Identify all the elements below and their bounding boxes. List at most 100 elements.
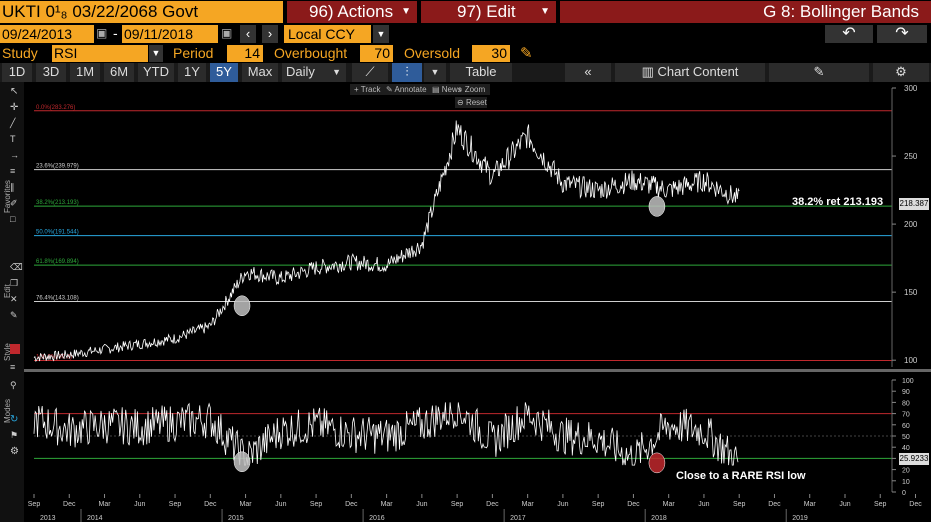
news-label: News: [441, 85, 462, 94]
gear-icon[interactable]: ⚙: [873, 63, 929, 82]
study-select[interactable]: RSI: [52, 45, 148, 62]
period-1y[interactable]: 1Y: [178, 63, 206, 82]
price-line: [33, 120, 740, 363]
rsi-y-tick-label: 0: [902, 490, 906, 497]
line-chart-icon[interactable]: ⟋: [352, 63, 388, 82]
period-1m[interactable]: 1M: [70, 63, 100, 82]
price-series: [33, 120, 740, 363]
period-6m[interactable]: 6M: [104, 63, 134, 82]
period-max[interactable]: Max: [242, 63, 278, 82]
x-tick-label: Jun: [839, 501, 850, 508]
fib-icon[interactable]: ≡: [10, 166, 16, 176]
rsi-y-tick-label: 90: [902, 389, 910, 396]
security-field[interactable]: UKTI 0¹₈ 03/22/2068 Govt: [0, 1, 283, 23]
year-label: 2018: [651, 515, 667, 522]
arrow-icon[interactable]: →: [10, 150, 19, 160]
news-button[interactable]: ▤ News: [432, 85, 462, 94]
reset-button[interactable]: ⊖ Reset: [455, 97, 487, 108]
prev-arrow-icon[interactable]: ‹: [240, 25, 256, 43]
x-tick-label: Dec: [768, 501, 781, 508]
chevron-down-icon[interactable]: ▼: [424, 63, 446, 82]
gear-icon[interactable]: ⚙: [10, 446, 19, 457]
year-label: 2013: [40, 515, 56, 522]
fib-level-label: 50.0%(191.544): [36, 230, 79, 236]
actions-menu[interactable]: 96) Actions ▼: [287, 1, 417, 23]
x-tick-label: Sep: [451, 501, 464, 508]
overbought-input[interactable]: 70: [360, 45, 393, 62]
chevron-down-icon[interactable]: ▼: [373, 25, 389, 43]
link-icon[interactable]: ⚲: [10, 380, 17, 390]
frequency-select[interactable]: Daily ▼: [282, 63, 346, 82]
track-button[interactable]: + Track: [354, 85, 381, 94]
calendar-icon[interactable]: ▣: [96, 26, 108, 40]
start-date-input[interactable]: 09/24/2013: [0, 25, 94, 43]
next-arrow-icon[interactable]: ›: [262, 25, 278, 43]
text-icon[interactable]: T: [10, 134, 16, 144]
retracement-annotation: 38.2% ret 213.193: [792, 196, 884, 208]
collapse-icon[interactable]: «: [565, 63, 611, 82]
crosshair-icon[interactable]: ✛: [10, 102, 19, 113]
line-width-icon[interactable]: ≡: [10, 362, 16, 372]
pen-icon[interactable]: ✎: [10, 310, 18, 320]
toolbar: 1D 3D 1M 6M YTD 1Y 5Y Max Daily ▼ ⟋ ⫶ ▼ T…: [0, 63, 931, 82]
eraser-icon[interactable]: ⌫: [10, 262, 23, 272]
channel-icon[interactable]: ∥: [10, 182, 15, 192]
rsi-annotation: Close to a RARE RSI low: [676, 470, 806, 482]
period-5y[interactable]: 5Y: [210, 63, 238, 82]
last-price-label: 218.387: [899, 198, 929, 210]
chart-area[interactable]: 0.0%(283.276) 23.6%(239.979) 38.2%(213.193…: [24, 82, 931, 522]
x-tick-label: Mar: [522, 501, 535, 508]
x-tick-label: Mar: [98, 501, 111, 508]
period-1d[interactable]: 1D: [2, 63, 32, 82]
pencil-icon[interactable]: ✎: [520, 45, 533, 62]
year-label: 2014: [87, 515, 103, 522]
calendar-icon[interactable]: ▣: [221, 26, 233, 40]
rsi-y-tick-label: 100: [902, 378, 914, 385]
edit-chart-icon[interactable]: ✎: [769, 63, 869, 82]
chevron-down-icon[interactable]: ▼: [149, 45, 163, 62]
track-label: Track: [360, 85, 381, 94]
period-input[interactable]: 14: [227, 45, 263, 62]
main-y-tick-label: 200: [904, 220, 918, 229]
trend-icon[interactable]: ╱: [10, 118, 16, 128]
rsi-y-tick-label: 50: [902, 434, 910, 441]
period-ytd[interactable]: YTD: [138, 63, 174, 82]
end-date-input[interactable]: 09/11/2018: [122, 25, 218, 43]
copy-icon[interactable]: ❐: [10, 278, 19, 288]
highlight-marker: [648, 196, 666, 217]
cursor-icon[interactable]: ↖: [10, 86, 19, 97]
fib-levels: 0.0%(283.276) 23.6%(239.979) 38.2%(213.193…: [34, 105, 892, 361]
rsi-y-tick-label: 80: [902, 400, 910, 407]
flag-icon[interactable]: ⚑: [10, 430, 19, 440]
fib-level-label: 0.0%(283.276): [36, 105, 75, 111]
frequency-label: Daily: [286, 64, 315, 79]
shape-icon[interactable]: □: [10, 214, 16, 224]
delete-icon[interactable]: ✕: [10, 294, 18, 304]
undo-icon[interactable]: ↶: [825, 25, 873, 43]
brush-icon[interactable]: ✐: [10, 198, 18, 208]
axes: 1001502002503000102030405060708090100Sep…: [24, 84, 931, 522]
redo-icon[interactable]: ↷: [877, 25, 927, 43]
main-y-tick-label: 150: [904, 288, 918, 297]
rsi-y-tick-label: 40: [902, 445, 910, 452]
edit-label: 97) Edit: [457, 2, 516, 21]
annotate-button[interactable]: ✎ Annotate: [386, 85, 427, 94]
reset-label: Reset: [465, 98, 487, 107]
edit-menu[interactable]: 97) Edit ▼: [421, 1, 556, 23]
oversold-input[interactable]: 30: [472, 45, 510, 62]
last-rsi-label: 25.9233: [899, 453, 929, 465]
refresh-icon[interactable]: ↻: [10, 414, 19, 425]
color-swatch[interactable]: [10, 344, 20, 354]
table-button[interactable]: Table: [450, 63, 512, 82]
chart-content-button[interactable]: ▥ Chart Content: [615, 63, 765, 82]
rsi-series: [33, 402, 739, 466]
year-label: 2017: [510, 515, 526, 522]
zoom-button[interactable]: ⌕ Zoom: [458, 85, 486, 94]
chevron-down-icon: ▼: [401, 6, 411, 17]
currency-select[interactable]: Local CCY: [284, 25, 371, 43]
x-tick-label: Mar: [240, 501, 253, 508]
bar-chart-icon[interactable]: ⫶: [392, 63, 422, 82]
period-3d[interactable]: 3D: [36, 63, 66, 82]
x-tick-label: Mar: [804, 501, 817, 508]
study-bar: Study RSI ▼ Period 14 Overbought 70 Over…: [0, 44, 931, 63]
